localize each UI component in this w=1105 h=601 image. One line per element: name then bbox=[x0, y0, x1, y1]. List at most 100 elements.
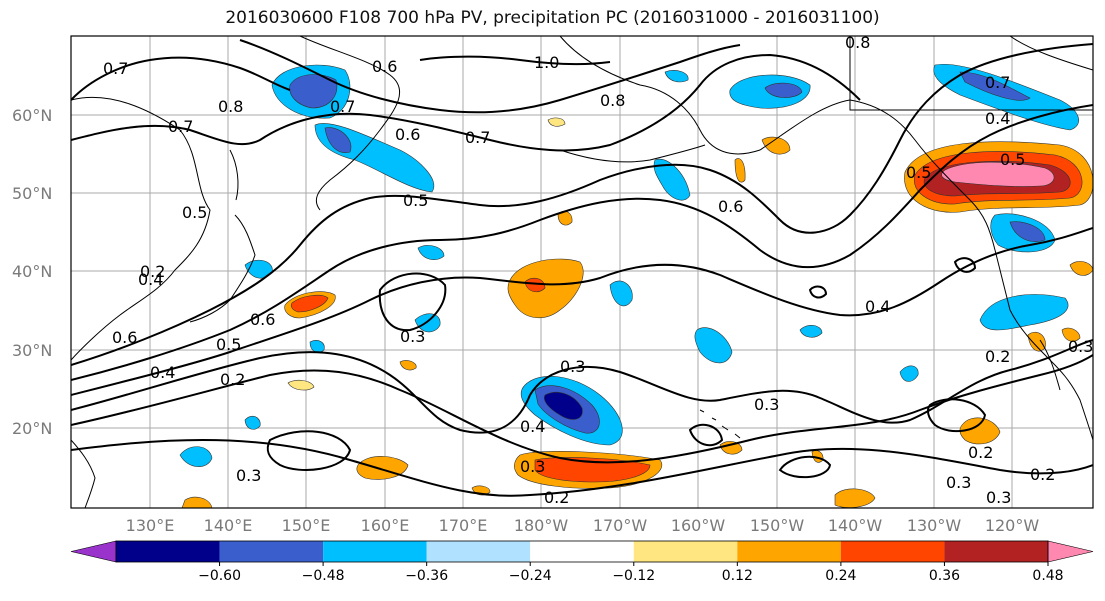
neg-anomaly-east-small bbox=[899, 365, 919, 382]
colorbar-swatch bbox=[737, 541, 841, 562]
neg-anomaly-west-us bbox=[979, 294, 1069, 331]
contour-label: 0.6 bbox=[372, 57, 397, 76]
contour-label: 0.2 bbox=[985, 347, 1010, 366]
contour-label: 0.5 bbox=[182, 203, 207, 222]
pos-anomaly-tropical-band-core bbox=[534, 457, 651, 483]
colorbar-swatch bbox=[323, 541, 427, 562]
contour-label: 0.3 bbox=[560, 357, 585, 376]
neg-anomaly-kuril-core bbox=[324, 127, 352, 153]
neg-anomaly-japan-sea bbox=[417, 245, 445, 261]
contour-label: 0.6 bbox=[718, 197, 743, 216]
pv-contour-closed-3 bbox=[953, 257, 977, 273]
pv-contour-0.3 bbox=[71, 339, 1093, 434]
lat-label: 30°N bbox=[12, 341, 52, 360]
contour-label: 0.2 bbox=[220, 370, 245, 389]
coast-kamchatka bbox=[299, 36, 401, 211]
lon-label: 170°E bbox=[439, 516, 488, 535]
contour-label: 0.8 bbox=[845, 33, 870, 52]
pos-anomaly-small-13 bbox=[1061, 327, 1081, 342]
colorbar-tick-label: 0.12 bbox=[722, 568, 753, 584]
coast-japan bbox=[189, 214, 256, 323]
map-frame bbox=[70, 35, 1094, 509]
pv-contour-0.2-north bbox=[71, 354, 1093, 464]
contour-label: 0.5 bbox=[906, 163, 931, 182]
contour-label: 0.3 bbox=[520, 457, 545, 476]
pos-anomaly-small-10 bbox=[181, 496, 213, 508]
pv-contour-closed-1 bbox=[778, 455, 832, 479]
pv-contour-0.6 bbox=[71, 43, 1093, 366]
contour-label: 0.3 bbox=[1068, 337, 1093, 356]
colorbar-swatch bbox=[219, 541, 324, 562]
contour-label: 0.5 bbox=[1000, 150, 1025, 169]
lon-label: 160°W bbox=[671, 516, 726, 535]
latitude-labels: 60°N 50°N 40°N 30°N 20°N bbox=[12, 106, 52, 438]
colorbar-tick-label: −0.36 bbox=[405, 568, 448, 584]
contour-label: 1.0 bbox=[534, 53, 559, 72]
neg-anomaly-alaska-south bbox=[664, 70, 689, 83]
colorbar: −0.60 −0.48 −0.36 −0.24 −0.12 0.12 0.24 0.36 0.4… bbox=[70, 540, 1094, 584]
contour-label: 0.7 bbox=[465, 128, 490, 147]
pv-contour-closed-5 bbox=[688, 423, 724, 447]
lon-label: 130°E bbox=[126, 516, 175, 535]
lon-label: 170°W bbox=[593, 516, 648, 535]
lon-label: 130°W bbox=[907, 516, 962, 535]
contour-label: 0.7 bbox=[103, 59, 128, 78]
neg-anomaly-hawaii-north bbox=[694, 327, 733, 364]
pv-contour-closed-7 bbox=[378, 272, 447, 332]
pos-anomaly-small-5 bbox=[287, 379, 315, 391]
contour-label: 0.6 bbox=[112, 328, 137, 347]
pv-contour-1.0 bbox=[419, 55, 611, 66]
contour-label: 0.3 bbox=[236, 466, 261, 485]
contour-label: 0.5 bbox=[216, 335, 241, 354]
pv-contour-closed-2 bbox=[926, 398, 987, 433]
contour-label: 0.4 bbox=[138, 270, 163, 289]
pos-anomaly-gulf-alaska-pink bbox=[941, 161, 1055, 187]
colorbar-swatch bbox=[633, 541, 738, 562]
colorbar-swatch bbox=[530, 541, 634, 562]
contour-label: 0.7 bbox=[985, 73, 1010, 92]
contour-label: 0.2 bbox=[544, 488, 569, 507]
pv-contour-0.5 bbox=[71, 104, 1093, 381]
longitude-labels: 130°E 140°E 150°E 160°E 170°E 180°W 170°… bbox=[126, 516, 1040, 535]
neg-anomaly-east-small-2 bbox=[799, 325, 823, 338]
contour-label: 0.5 bbox=[403, 191, 428, 210]
contour-label: 0.4 bbox=[865, 297, 890, 316]
lat-label: 50°N bbox=[12, 184, 52, 203]
coast-alaska bbox=[559, 36, 996, 251]
pv-contours bbox=[71, 39, 1093, 497]
lon-label: 140°E bbox=[204, 516, 253, 535]
map-title: 2016030600 F108 700 hPa PV, precipitatio… bbox=[225, 8, 880, 28]
colorbar-tick-label: −0.48 bbox=[302, 568, 345, 584]
graticule bbox=[71, 36, 1093, 508]
colorbar-tick-label: −0.24 bbox=[509, 568, 552, 584]
pos-anomaly-southeast-corner bbox=[834, 488, 876, 508]
pos-anomaly-small-8 bbox=[734, 158, 746, 183]
neg-anomaly-central-pacific bbox=[609, 280, 633, 307]
pos-anomaly-japan-east-core bbox=[290, 294, 329, 313]
contour-label-layer: 0.7 0.6 1.0 0.8 0.8 0.7 0.7 0.8 0.7 0.6 … bbox=[103, 33, 1093, 507]
contour-label: 0.2 bbox=[1030, 465, 1055, 484]
contour-label: 0.3 bbox=[754, 395, 779, 414]
lon-label: 150°E bbox=[282, 516, 331, 535]
pv-contour-closed-4 bbox=[808, 285, 828, 299]
precip-anomaly-fills bbox=[179, 63, 1093, 508]
contour-label: 0.3 bbox=[986, 488, 1011, 507]
pv-contour-0.2-south bbox=[71, 439, 1093, 497]
pos-anomaly-gulf-small-1 bbox=[761, 136, 791, 155]
pv-contour-0.7-b bbox=[71, 56, 291, 101]
lon-label: 180°W bbox=[514, 516, 569, 535]
colorbar-outline bbox=[115, 540, 1049, 563]
coast-inland-border bbox=[849, 36, 1093, 111]
pv-contour-0.4 bbox=[71, 227, 1093, 396]
coast-inland-border-2 bbox=[1009, 36, 1093, 71]
colorbar-extend-low bbox=[70, 540, 117, 563]
neg-anomaly-gulf-small bbox=[653, 158, 691, 201]
contour-label: 0.4 bbox=[150, 363, 175, 382]
colorbar-tick-label: 0.48 bbox=[1032, 568, 1063, 584]
pv-contour-closed-6 bbox=[266, 430, 352, 471]
lon-label: 140°W bbox=[828, 516, 883, 535]
colorbar-swatch bbox=[116, 541, 220, 562]
pos-anomaly-small-9 bbox=[399, 360, 417, 371]
neg-anomaly-small-30n bbox=[309, 340, 325, 353]
contour-label: 0.7 bbox=[168, 117, 193, 136]
